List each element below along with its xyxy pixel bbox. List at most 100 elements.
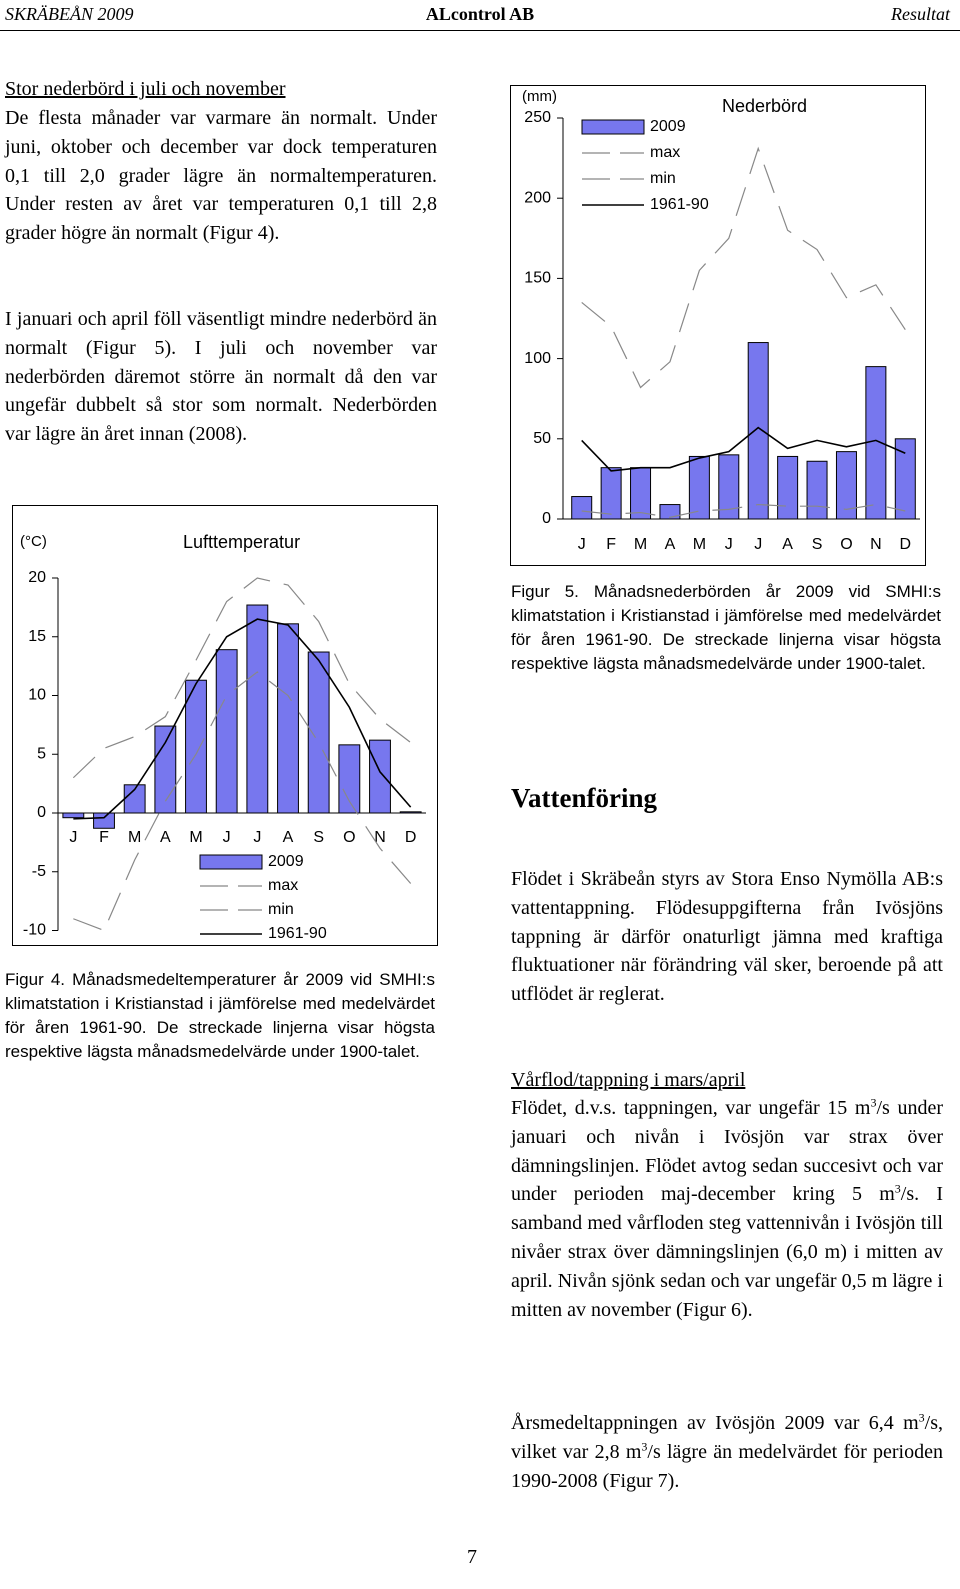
bar [630, 467, 652, 520]
x-tick-label: F [99, 829, 109, 846]
bar [718, 454, 740, 520]
legend-label: max [268, 877, 298, 894]
section-heading: Vattenföring [511, 783, 657, 813]
paragraph: Årsmedeltappningen av Ivösjön 2009 var 6… [511, 1409, 943, 1495]
bar [215, 649, 238, 814]
y-tick-label: 0 [542, 510, 551, 527]
header-rule [0, 30, 960, 31]
legend-swatch [199, 854, 263, 870]
superscript: 3 [641, 1439, 648, 1454]
series-line [581, 426, 906, 472]
x-tick-label: D [405, 829, 417, 846]
x-tick-label: J [223, 829, 231, 846]
x-tick-label: N [870, 536, 882, 553]
bar [747, 342, 769, 520]
legend-swatch [581, 119, 645, 135]
bar [600, 467, 622, 520]
y-tick-label: -5 [32, 863, 46, 880]
paragraph: Flödet i Skräbeån styrs av Stora Enso Ny… [511, 868, 943, 1006]
header-right: Resultat [891, 4, 950, 24]
x-tick-label: A [283, 829, 294, 846]
legend-label: 2009 [650, 118, 686, 135]
temperature-chart: Lufttemperatur (°C) -10 -5 0 5 10 15 20 J F M A M J J A S… [12, 505, 438, 946]
bar [246, 604, 269, 814]
series-line [72, 577, 412, 779]
text: /s, vilket var 2,8 m [511, 1412, 943, 1463]
x-tick-label: M [128, 829, 141, 846]
section-heading: Stor nederbörd i juli och november [5, 78, 286, 100]
x-tick-label: S [313, 829, 324, 846]
x-tick-label: O [343, 829, 355, 846]
y-tick-label: 5 [37, 745, 46, 762]
x-tick-label: J [69, 829, 77, 846]
bar [369, 739, 391, 814]
y-tick-label: 150 [524, 270, 551, 287]
y-tick-label: 0 [37, 804, 46, 821]
text: /s. I samband med vårfloden steg vattenn… [511, 1183, 944, 1321]
chart-frame [510, 85, 926, 566]
y-tick-label: 20 [28, 569, 46, 586]
x-tick-label: J [725, 536, 733, 553]
bar [154, 725, 177, 814]
legend-label: 1961-90 [650, 196, 709, 213]
legend-label: 1961-90 [268, 925, 327, 942]
x-tick-label: A [160, 829, 171, 846]
chart-frame [12, 505, 438, 946]
figure-caption: Figur 4. Månadsmedeltemperaturer år 2009… [5, 970, 435, 1061]
series-line [73, 618, 412, 820]
bar [806, 460, 828, 520]
bar [62, 812, 85, 819]
x-tick-label: O [840, 536, 852, 553]
bar [93, 812, 115, 829]
paragraph: De flesta månader var varmare än normalt… [5, 107, 437, 245]
x-tick-label: J [253, 829, 261, 846]
bar [277, 623, 299, 814]
superscript: 3 [918, 1410, 925, 1425]
text: Flödet, d.v.s. tappningen, var ungefär 1… [511, 1097, 871, 1119]
x-tick-label: M [189, 829, 202, 846]
bar [894, 438, 916, 520]
x-tick-label: A [665, 536, 676, 553]
text: /s lägre än medelvärdet för perioden 199… [511, 1440, 943, 1492]
bar [777, 455, 799, 520]
x-tick-label: A [782, 536, 793, 553]
legend-label: min [268, 901, 294, 918]
bar [571, 496, 593, 520]
bar [399, 811, 422, 814]
page-number: 7 [467, 1546, 477, 1568]
y-tick-label: 10 [28, 687, 46, 704]
bar [688, 455, 710, 520]
series-line [581, 146, 906, 389]
bar [307, 651, 330, 814]
x-tick-label: J [578, 536, 586, 553]
chart-title: Nederbörd [722, 96, 807, 116]
y-tick-label: 100 [524, 350, 551, 367]
bar [185, 679, 207, 814]
chart-title: Lufttemperatur [183, 532, 300, 552]
series-line [73, 671, 412, 932]
unit-label: (mm) [522, 88, 557, 105]
text: Årsmedeltappningen av Ivösjön 2009 var 6… [511, 1412, 919, 1434]
bar [659, 504, 681, 520]
y-tick-label: 50 [533, 430, 551, 447]
x-tick-label: N [374, 829, 386, 846]
unit-label: (°C) [20, 533, 47, 550]
series-line [581, 503, 906, 519]
x-tick-label: M [693, 536, 706, 553]
header-left: SKRÄBEÅN 2009 [5, 4, 134, 24]
bar [835, 451, 857, 520]
y-tick-label: 15 [28, 628, 46, 645]
paragraph: I januari och april föll väsentligt mind… [5, 308, 437, 446]
superscript: 3 [870, 1095, 877, 1110]
y-tick-label: -10 [23, 922, 46, 939]
legend-label: min [650, 170, 676, 187]
header-center: ALcontrol AB [425, 4, 535, 24]
legend-label: 2009 [268, 853, 304, 870]
text: /s under januari och nivån i Ivösjön var… [511, 1097, 943, 1206]
figure-caption: Figur 5. Månadsnederbörden år 2009 vid S… [511, 582, 941, 673]
y-tick-label: 250 [524, 109, 551, 126]
legend-label: max [650, 144, 680, 161]
x-tick-label: S [812, 536, 823, 553]
